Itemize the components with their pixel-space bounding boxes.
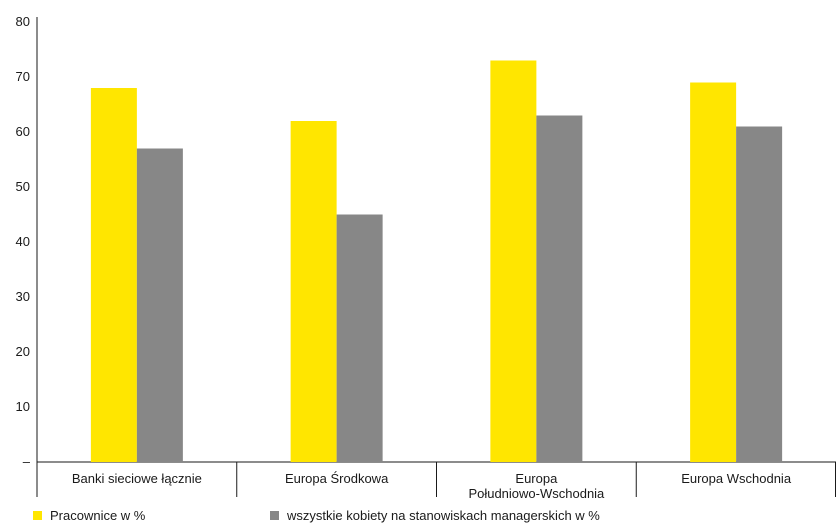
legend-label-series-2: wszystkie kobiety na stanowiskach manage… — [287, 508, 600, 523]
legend-item-series-2: wszystkie kobiety na stanowiskach manage… — [270, 508, 600, 523]
y-tick-label: 70 — [16, 69, 30, 84]
legend-swatch-series-2 — [270, 511, 279, 520]
x-category-label: Europa Wschodnia — [681, 471, 792, 486]
x-category-label: Banki sieciowe łącznie — [72, 471, 202, 486]
chart-labels: – 10 20 30 40 50 60 70 80 Banki sieciowe łącznie E… — [16, 14, 792, 501]
x-category-label: Europa — [515, 471, 558, 486]
bar-series-2-category-2 — [336, 214, 383, 462]
x-category-label: Europa Środkowa — [285, 471, 389, 486]
y-tick-label: 80 — [16, 14, 30, 29]
bar-series-1-category-2 — [290, 121, 337, 462]
bar-series-2-category-4 — [736, 126, 783, 462]
legend-item-series-1: Pracownice w % — [33, 508, 145, 523]
y-tick-label: 20 — [16, 344, 30, 359]
bar-series-2-category-3 — [536, 115, 583, 462]
chart-bars — [90, 60, 783, 462]
bar-series-1-category-4 — [690, 82, 737, 462]
bar-series-2-category-1 — [136, 148, 183, 462]
legend: Pracownice w % wszystkie kobiety na stan… — [0, 508, 836, 527]
y-tick-label: 10 — [16, 399, 30, 414]
x-category-label: Południowo-Wschodnia — [468, 486, 605, 501]
y-tick-label: – — [23, 454, 31, 469]
y-tick-label: 40 — [16, 234, 30, 249]
bar-series-1-category-3 — [490, 60, 537, 462]
legend-label-series-1: Pracownice w % — [50, 508, 146, 523]
y-tick-label: 30 — [16, 289, 30, 304]
y-tick-label: 60 — [16, 124, 30, 139]
legend-swatch-series-1 — [33, 511, 42, 520]
y-tick-label: 50 — [16, 179, 30, 194]
bar-series-1-category-1 — [90, 88, 137, 462]
